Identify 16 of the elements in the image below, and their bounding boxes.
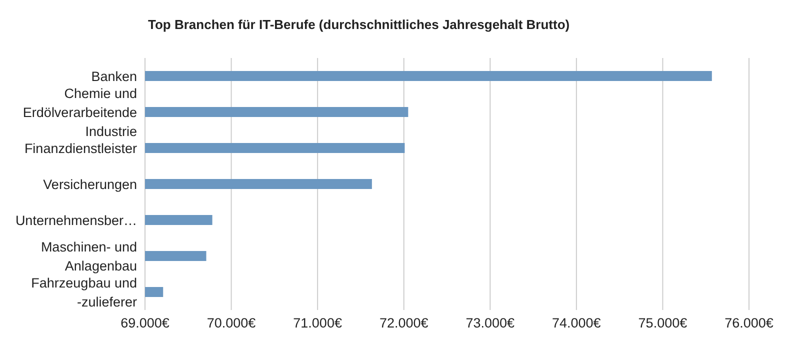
y-tick-label: Maschinen- und Anlagenbau [40,239,137,273]
x-tick-label: 76.000€ [724,316,774,331]
x-tick-label: 70.000€ [206,316,256,331]
y-tick-label: Finanzdienstleister [24,140,138,156]
y-tick-label: Banken [91,68,137,84]
x-tick-label: 73.000€ [466,316,516,331]
x-tick-label: 75.000€ [638,316,688,331]
x-tick-label: 74.000€ [552,316,602,331]
y-tick-label: Chemie und Erdölverarbeitende Industrie [22,86,137,138]
x-tick-label: 71.000€ [293,316,342,331]
y-tick-label: Fahrzeugbau und -zulieferer [31,275,138,309]
y-tick-label: Unternehmensber… [15,212,137,228]
chart-title: Top Branchen für IT-Berufe (durchschnittliches Jahresgehalt Brutto) [148,17,570,32]
x-tick-label: 72.000€ [379,316,429,331]
x-tick-label: 69.000€ [120,316,170,331]
y-tick-label: Versicherungen [43,176,137,192]
